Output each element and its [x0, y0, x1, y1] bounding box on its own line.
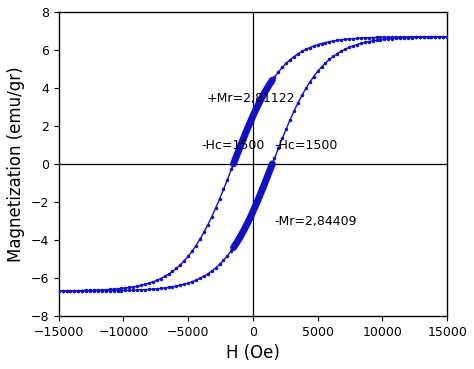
- Text: -Hc=1500: -Hc=1500: [274, 138, 337, 152]
- Y-axis label: Magnetization (emu/gr): Magnetization (emu/gr): [7, 66, 25, 262]
- Text: -Mr=2,84409: -Mr=2,84409: [274, 215, 357, 228]
- Text: -Hc=1500: -Hc=1500: [201, 138, 264, 152]
- Text: +Mr=2,81122: +Mr=2,81122: [206, 92, 295, 105]
- X-axis label: H (Oe): H (Oe): [226, 344, 280, 362]
